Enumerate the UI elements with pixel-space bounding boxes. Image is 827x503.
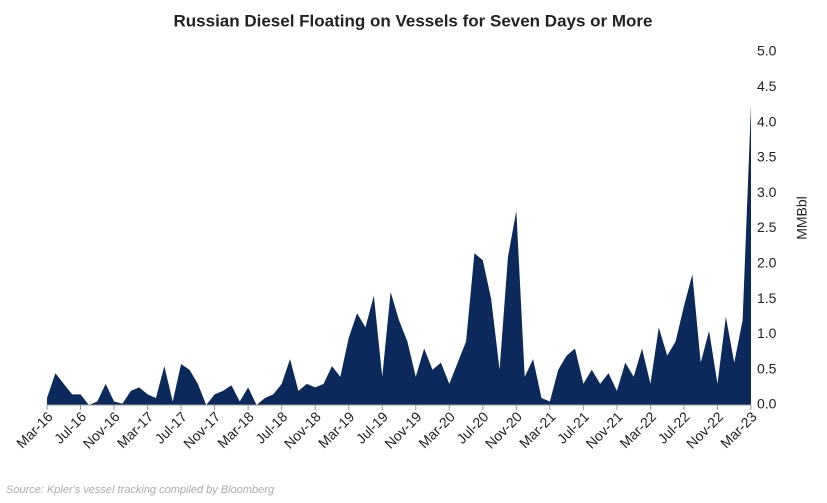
x-tick-label: Mar-18 [214, 408, 257, 451]
x-tick-label: Nov-18 [281, 408, 324, 451]
y-tick-label: 0.5 [757, 360, 777, 376]
y-tick-label: 4.0 [757, 113, 777, 129]
x-tick-label: Mar-22 [616, 408, 659, 451]
y-tick-label: 2.5 [757, 219, 777, 235]
area [47, 104, 751, 405]
x-tick-label: Mar-16 [13, 408, 56, 451]
y-tick-label: 3.5 [757, 149, 777, 165]
source: Source: Kpler's vessel tracking compiled… [6, 484, 275, 496]
x-tick-label: Nov-21 [582, 408, 625, 451]
x-tick-label: Nov-16 [80, 408, 123, 451]
y-tick-label: 1.5 [757, 290, 777, 306]
x-tick-label: Mar-20 [415, 408, 458, 451]
x-tick-label: Mar-19 [315, 408, 358, 451]
x-tick-label: Mar-17 [114, 408, 157, 451]
y-axis-label: MMBbl [794, 196, 810, 240]
x-tick-label: Nov-20 [482, 408, 525, 451]
x-tick-label: Nov-19 [381, 408, 424, 451]
y-tick-label: 0.0 [757, 396, 777, 412]
x-tick-label: Nov-17 [180, 408, 223, 451]
chart-title: Russian Diesel Floating on Vessels for S… [174, 11, 653, 30]
y-tick-label: 4.5 [757, 78, 777, 94]
y-tick-label: 5.0 [757, 43, 777, 59]
y-tick-label: 2.0 [757, 255, 777, 271]
y-tick-label: 1.0 [757, 325, 777, 341]
x-tick-label: Mar-23 [717, 408, 760, 451]
x-tick-label: Nov-22 [683, 408, 726, 451]
x-tick-label: Mar-21 [516, 408, 559, 451]
y-tick-label: 3.0 [757, 184, 777, 200]
